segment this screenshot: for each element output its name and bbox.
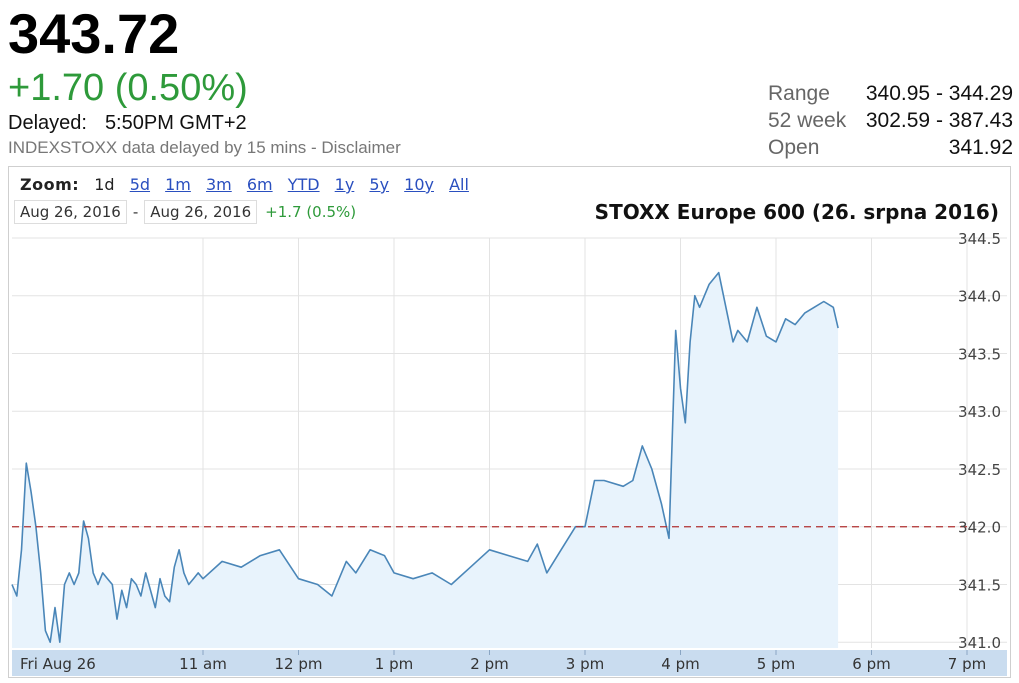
y-tick-label: 343.0 bbox=[958, 403, 1001, 421]
x-axis-band bbox=[12, 650, 1007, 676]
stats-panel: Range 340.95 - 344.29 52 week 302.59 - 3… bbox=[768, 80, 1013, 161]
zoom-option-ytd[interactable]: YTD bbox=[287, 175, 320, 194]
stat-key: Open bbox=[768, 136, 820, 159]
x-tick-label: 6 pm bbox=[852, 655, 890, 673]
stat-row-open: Open 341.92 bbox=[768, 134, 1013, 161]
last-price: 343.72 bbox=[8, 2, 180, 65]
zoom-option-10y[interactable]: 10y bbox=[404, 175, 434, 194]
stat-key: 52 week bbox=[768, 109, 847, 132]
x-tick-label: 7 pm bbox=[948, 655, 986, 673]
y-tick-label: 344.0 bbox=[958, 288, 1001, 306]
zoom-option-1d[interactable]: 1d bbox=[94, 175, 115, 194]
stat-value: 340.95 - 344.29 bbox=[865, 82, 1013, 105]
series-line bbox=[11, 271, 839, 643]
y-tick-label: 344.5 bbox=[958, 230, 1001, 248]
delayed-label: Delayed: bbox=[8, 112, 87, 134]
zoom-option-1y[interactable]: 1y bbox=[334, 175, 355, 194]
zoom-option-5d[interactable]: 5d bbox=[129, 175, 151, 194]
x-tick-label: 4 pm bbox=[661, 655, 699, 673]
y-tick-label: 342.5 bbox=[958, 461, 1001, 479]
y-tick-label: 341.5 bbox=[958, 576, 1001, 594]
x-tick-label: Fri Aug 26 bbox=[20, 655, 96, 673]
series-area bbox=[12, 272, 839, 648]
x-tick-label: 5 pm bbox=[757, 655, 795, 673]
zoom-selector: Zoom: 1d 5d 1m 3m 6m YTD 1y 5y 10y All bbox=[20, 175, 479, 194]
data-source-note[interactable]: INDEXSTOXX data delayed by 15 mins - Dis… bbox=[8, 138, 401, 157]
date-separator: - bbox=[132, 203, 139, 221]
delayed-info: Delayed: 5:50PM GMT+2 bbox=[8, 112, 247, 135]
y-tick-label: 343.5 bbox=[958, 345, 1001, 363]
x-tick-label: 11 am bbox=[179, 655, 227, 673]
zoom-option-1m[interactable]: 1m bbox=[165, 175, 191, 194]
stat-value: 302.59 - 387.43 bbox=[865, 109, 1013, 132]
stat-value: 341.92 bbox=[948, 136, 1013, 159]
y-tick-label: 342.0 bbox=[958, 519, 1001, 537]
price-change: +1.70 (0.50%) bbox=[8, 67, 248, 109]
x-tick-label: 1 pm bbox=[375, 655, 413, 673]
stat-key: Range bbox=[768, 82, 830, 105]
date-from-input[interactable]: Aug 26, 2016 bbox=[14, 200, 127, 224]
x-tick-label: 2 pm bbox=[470, 655, 508, 673]
y-tick-label: 341.0 bbox=[958, 634, 1001, 652]
x-tick-label: 3 pm bbox=[566, 655, 604, 673]
stat-row-range: Range 340.95 - 344.29 bbox=[768, 80, 1013, 107]
zoom-label: Zoom: bbox=[20, 175, 80, 194]
date-range-row: Aug 26, 2016- Aug 26, 2016 +1.7 (0.5%) bbox=[14, 200, 356, 224]
x-tick-label: 12 pm bbox=[275, 655, 323, 673]
zoom-option-3m[interactable]: 3m bbox=[205, 175, 232, 194]
date-to-input[interactable]: Aug 26, 2016 bbox=[144, 200, 258, 224]
zoom-option-5y[interactable]: 5y bbox=[369, 175, 390, 194]
stat-row-52-week: 52 week 302.59 - 387.43 bbox=[768, 107, 1013, 134]
zoom-option-all[interactable]: All bbox=[449, 175, 469, 194]
chart-title: STOXX Europe 600 (26. srpna 2016) bbox=[594, 200, 999, 224]
range-change: +1.7 (0.5%) bbox=[265, 203, 357, 221]
zoom-option-6m[interactable]: 6m bbox=[246, 175, 273, 194]
chart-container bbox=[8, 166, 1011, 678]
delayed-time: 5:50PM GMT+2 bbox=[104, 112, 247, 134]
